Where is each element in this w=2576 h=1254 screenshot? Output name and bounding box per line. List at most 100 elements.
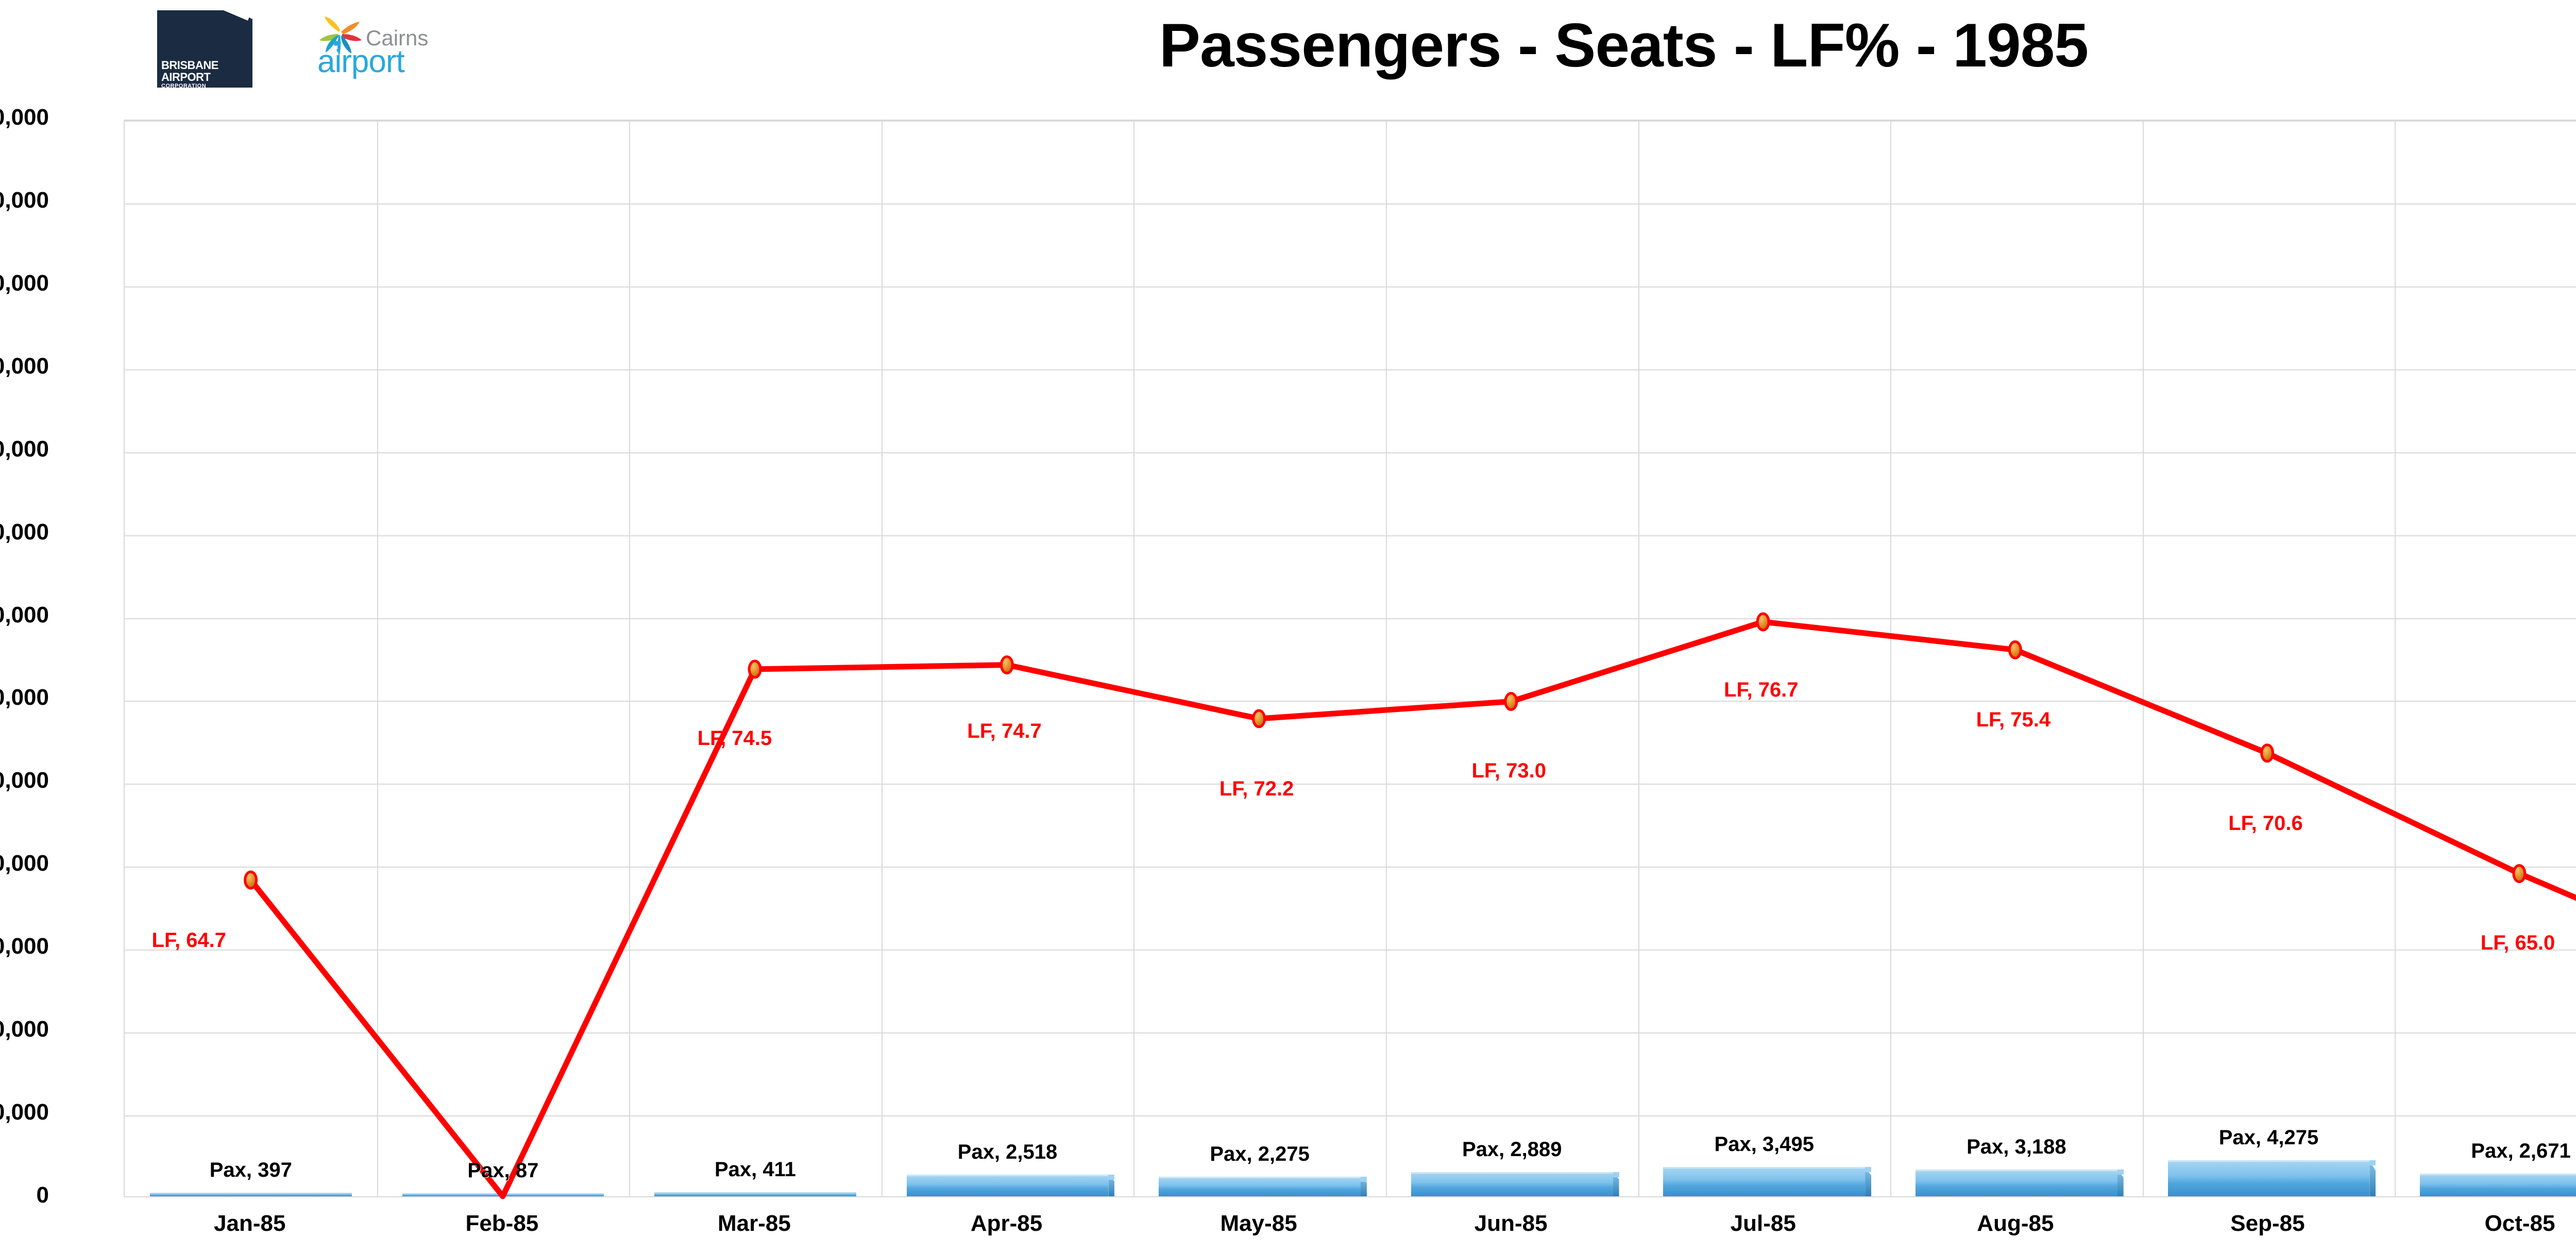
category-axis-label: May-85 [1220,1211,1297,1236]
gridline-horizontal [125,950,2576,951]
gridline-vertical [1890,121,1892,1196]
bar-data-label: Pax, 4,275 [2218,1126,2319,1149]
bar-data-label: Pax, 411 [714,1158,796,1181]
gridline-horizontal [125,1115,2576,1117]
gridline-horizontal [125,121,2576,122]
bar-side-face [1613,1172,1619,1196]
bar [1663,1166,1872,1196]
left-axis-tick: 120,000 [0,187,49,213]
gridline-vertical [2142,121,2144,1196]
lf-marker [999,655,1014,674]
bar-highlight [1916,1170,2117,1171]
left-axis-tick: 130,000 [0,105,49,130]
bar-side-face [1865,1167,1872,1196]
bar-data-label: Pax, 2,275 [1210,1143,1310,1166]
bar-data-label: Pax, 2,518 [957,1141,1058,1164]
gridline-horizontal [125,369,2576,370]
category-axis-label: Apr-85 [970,1211,1043,1236]
brisbane-airport-corporation-logo: BRISBANE AIRPORT CORPORATION [157,10,252,88]
lf-data-label: LF, 75.4 [1976,708,2051,732]
bac-logo-line1: BRISBANE [161,59,218,72]
gridline-horizontal [125,618,2576,619]
lf-marker [244,870,258,890]
gridline-horizontal [125,535,2576,536]
lf-line-series [244,612,2576,1199]
bar [1411,1172,1619,1196]
bar-highlight [1159,1177,1361,1179]
lf-marker [1756,612,1770,632]
bar-top-face [2369,1160,2376,1166]
bar-data-label: Pax, 397 [209,1158,292,1181]
left-axis-tick: 0 [36,1182,49,1208]
category-axis-label: Mar-85 [718,1211,791,1236]
gridline-vertical [629,121,631,1196]
left-axis-tick: 50,000 [0,768,49,793]
bar-data-label: Pax, 2,671 [2471,1140,2571,1163]
left-axis-tick: 30,000 [0,934,49,959]
page-title: Passengers - Seats - LF% - 1985 [1159,11,2089,80]
cairns-logo-airport-word: airport [317,44,405,79]
left-axis-tick: 80,000 [0,519,49,545]
lf-marker [2512,864,2527,884]
gridline-horizontal [125,1032,2576,1034]
lf-data-label: LF, 70.6 [2228,812,2303,835]
bar-top-face [1613,1172,1619,1177]
category-axis-label: Aug-85 [1977,1211,2054,1236]
lf-data-label: LF, 76.7 [1724,678,1799,701]
bar [1159,1177,1367,1196]
bar [2167,1160,2376,1196]
bar-data-label: Pax, 2,889 [1462,1138,1562,1161]
left-axis-tick: 20,000 [0,1016,49,1042]
bar-highlight [906,1175,1109,1177]
bar-side-face [1108,1175,1115,1196]
cairns-airport-logo: Cairns airport [299,11,438,86]
gridline-horizontal [125,701,2576,702]
gridline-horizontal [125,286,2576,287]
gridline-vertical [881,121,883,1196]
bar-highlight [2420,1174,2576,1176]
lf-data-label: LF, 74.5 [697,726,772,750]
bar-data-label: Pax, 87 [467,1159,539,1182]
lf-data-label: LF, 65.0 [2480,931,2555,955]
bar-highlight [1411,1172,1613,1174]
gridline-horizontal [125,203,2576,205]
bar [1916,1169,2124,1196]
left-axis-tick: 70,000 [0,602,49,628]
bac-logo-line3: CORPORATION [161,83,207,88]
left-axis-tick: 60,000 [0,685,49,710]
bar-top-face [2117,1169,2124,1175]
gridline-horizontal [125,867,2576,868]
gridline-vertical [1133,121,1135,1196]
left-axis-tick: 10,000 [0,1099,49,1125]
cairns-palm-icon [319,16,362,57]
gridline-vertical [377,121,378,1196]
category-axis-label: Jun-85 [1474,1211,1548,1236]
category-axis-label: Oct-85 [2484,1211,2555,1236]
bar-highlight [2167,1161,2370,1162]
bac-logo-line2: AIRPORT [161,71,211,83]
bar-side-face [2369,1161,2376,1196]
gridline-vertical [2395,121,2396,1196]
bar-top-face [1108,1175,1115,1180]
lf-marker [1504,692,1518,711]
bar-side-face [1360,1177,1367,1196]
lf-marker [2260,743,2275,763]
lf-data-label: LF, 73.0 [1471,759,1546,782]
bar [906,1175,1115,1196]
bar-data-label: Pax, 3,495 [1714,1132,1815,1156]
bar-top-face [1865,1166,1872,1172]
bar [2420,1174,2576,1196]
cairns-logo-word: Cairns [366,26,429,50]
bar-data-label: Pax, 3,188 [1967,1135,2066,1158]
lf-data-label: LF, 72.2 [1219,777,1294,801]
bar-top-face [1360,1177,1367,1182]
lf-marker [748,659,762,679]
lf-line [248,619,2576,1199]
plot-area: LF, 64.7 LF, 74.5 LF, 74.7 LF, 72.2 LF, 73.0… [124,120,2576,1199]
lf-marker [1252,709,1266,728]
bar-highlight [1663,1167,1866,1168]
bar [654,1192,856,1196]
category-axis-label: Feb-85 [465,1211,539,1236]
chart-header: BRISBANE AIRPORT CORPORATION Cairns airp… [0,0,2576,120]
category-axis-label: Sep-85 [2230,1211,2305,1236]
